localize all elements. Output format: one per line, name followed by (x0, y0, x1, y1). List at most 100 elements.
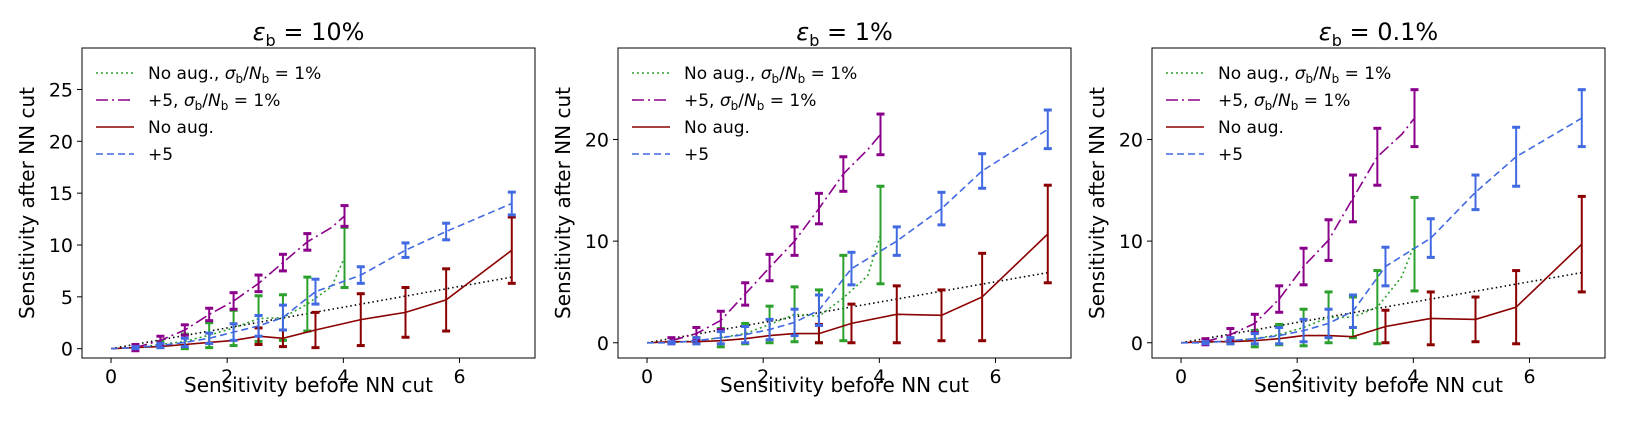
error-bar (278, 252, 287, 273)
series-plus5 (1181, 88, 1586, 346)
legend-label: No aug., σb/Nb = 1% (148, 64, 321, 86)
error-bar (692, 336, 701, 346)
series-line-plus5_sys (671, 133, 882, 342)
y-axis-label: Sensitivity after NN cut (1085, 87, 1109, 319)
x-tick-label: 4 (873, 366, 885, 388)
error-bar (1512, 125, 1521, 188)
error-bar (1426, 217, 1435, 259)
y-tick-label: 20 (585, 129, 609, 151)
error-bar (1275, 326, 1284, 346)
error-bar (131, 345, 140, 351)
error-bar (229, 322, 238, 342)
error-bar (1512, 269, 1521, 346)
x-tick-label: 2 (221, 366, 233, 388)
y-axis-label: Sensitivity after NN cut (15, 87, 39, 319)
legend-item-no_aug: No aug. (96, 118, 214, 138)
error-bar (716, 309, 725, 332)
error-bar (340, 225, 349, 289)
error-bar (892, 225, 901, 257)
x-tick-label: 0 (641, 366, 653, 388)
error-bar (814, 191, 823, 226)
x-tick-label: 0 (1175, 366, 1187, 388)
error-bar (741, 324, 750, 345)
error-bar (442, 267, 451, 333)
x-tick-label: 2 (757, 366, 769, 388)
error-bar (1043, 183, 1052, 285)
error-bar (1299, 246, 1308, 287)
error-bar (180, 336, 189, 349)
x-tick-label: 6 (989, 366, 1001, 388)
legend-item-plus5: +5 (96, 145, 173, 165)
plot-frame (617, 47, 1072, 359)
error-bar (303, 275, 312, 333)
legend-label: No aug., σb/Nb = 1% (1218, 64, 1391, 86)
legend-item-plus5: +5 (1166, 145, 1243, 165)
y-tick-label: 20 (49, 131, 73, 153)
error-bar (442, 221, 451, 242)
error-bar (1226, 336, 1235, 346)
error-bar (1577, 194, 1586, 294)
error-bar (303, 232, 312, 252)
y-tick-label: 0 (597, 333, 609, 355)
series-line-no_aug_sys (135, 257, 346, 349)
y-tick-label: 10 (585, 231, 609, 253)
y-tick-label: 20 (1119, 129, 1143, 151)
x-axis-label: Sensitivity before NN cut (720, 373, 969, 397)
reference-line (110, 276, 512, 350)
legend-label: No aug. (1218, 118, 1284, 138)
series-line-no_aug_sys (1205, 243, 1416, 344)
error-bar (978, 251, 987, 343)
error-bar (1348, 293, 1357, 330)
error-bar (716, 330, 725, 346)
x-axis-label: Sensitivity before NN cut (1254, 373, 1503, 397)
chart-panel-3: 0 2 4 6 0 10 20 Sensitivity before NN cut Sensit… (1085, 18, 1606, 397)
legend-label: No aug., σb/Nb = 1% (684, 64, 857, 86)
error-bar (205, 331, 214, 345)
error-bar (507, 215, 516, 285)
legend-item-no_aug_sys: No aug., σb/Nb = 1% (96, 64, 321, 86)
y-tick-label: 25 (49, 79, 73, 101)
error-bar (667, 340, 676, 346)
series-plus5 (110, 190, 516, 351)
x-axis-label: Sensitivity before NN cut (184, 373, 433, 397)
x-tick-label: 6 (453, 366, 465, 388)
error-bar (937, 288, 946, 343)
legend-label: +5, σb/Nb = 1% (148, 91, 280, 113)
error-bar (1471, 295, 1480, 344)
series-line-no_aug (646, 233, 1049, 344)
x-tick-label: 4 (337, 366, 349, 388)
chart-panel-1: 0 2 4 6 0 5 10 15 20 25 Sensitivity before NN cut S… (15, 18, 536, 397)
error-bar (1577, 88, 1586, 149)
series-line-plus5_sys (135, 215, 346, 349)
error-bar (1381, 245, 1390, 288)
error-bar (1348, 173, 1357, 224)
legend-label: +5 (684, 145, 709, 165)
reference-line (646, 271, 1048, 344)
error-bar (156, 341, 165, 350)
series-line-plus5_sys (1205, 117, 1416, 343)
error-bar (839, 155, 848, 193)
legend-label: +5 (1218, 145, 1243, 165)
series-plus5_sys (667, 112, 885, 346)
error-bar (340, 204, 349, 228)
error-bar (254, 273, 263, 294)
legend-item-no_aug: No aug. (632, 118, 750, 138)
y-tick-label: 5 (61, 287, 73, 309)
series-no_aug_sys (1205, 195, 1419, 349)
legend: No aug., σb/Nb = 1% +5, σb/Nb = 1% No aug.… (1166, 64, 1391, 165)
legend-label: No aug. (148, 118, 214, 138)
error-bar (401, 241, 410, 259)
error-bar (356, 265, 365, 285)
error-bar (814, 293, 823, 327)
error-bar (1324, 307, 1333, 340)
error-bar (1426, 290, 1435, 347)
series-line-plus5 (110, 202, 513, 350)
series-line-no_aug (110, 249, 513, 350)
x-tick-label: 4 (1407, 366, 1419, 388)
error-bar (1250, 332, 1259, 346)
error-bar (876, 184, 885, 286)
error-bar (205, 306, 214, 323)
error-bar (790, 225, 799, 257)
error-bar (1299, 317, 1308, 344)
y-axis-label: Sensitivity after NN cut (551, 87, 575, 319)
